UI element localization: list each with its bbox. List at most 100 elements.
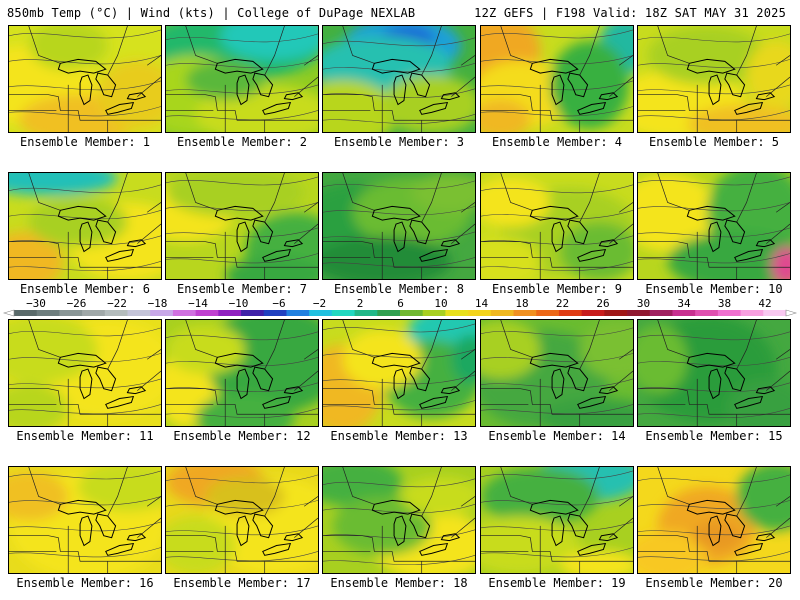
colorbar-swatch xyxy=(82,310,106,316)
contour-line xyxy=(638,331,790,341)
lake-outline xyxy=(734,101,764,115)
state-border xyxy=(185,26,318,76)
lake-outline xyxy=(577,248,607,262)
lake-outline xyxy=(577,101,607,115)
ensemble-member-label: Ensemble Member: 19 xyxy=(488,576,626,590)
lake-outline xyxy=(236,221,250,253)
state-border xyxy=(28,467,161,517)
ensemble-map-4 xyxy=(480,25,634,133)
lake-outline xyxy=(371,205,421,221)
ensemble-member-label: Ensemble Member: 4 xyxy=(491,135,623,149)
lake-outline xyxy=(283,386,304,395)
state-border xyxy=(166,241,318,268)
lake-outline xyxy=(252,513,274,539)
state-border xyxy=(9,535,161,562)
state-border xyxy=(166,535,318,562)
ensemble-map-2 xyxy=(165,25,319,133)
state-border xyxy=(166,76,318,132)
lake-outline xyxy=(529,205,579,221)
state-border xyxy=(323,517,475,573)
lake-outline xyxy=(79,74,93,106)
lake-outline xyxy=(409,72,431,98)
colorbar-tick-label: −18 xyxy=(148,297,168,310)
colorbar-swatch xyxy=(286,310,310,316)
ensemble-member-label: Ensemble Member: 8 xyxy=(333,282,465,296)
contour-line xyxy=(323,374,475,385)
lake-outline xyxy=(105,395,135,409)
state-border xyxy=(28,173,161,223)
state-border xyxy=(323,223,475,279)
contour-line xyxy=(481,470,633,480)
lake-outline xyxy=(551,368,565,400)
contour-line xyxy=(638,33,790,43)
lake-outline xyxy=(262,101,292,115)
contour-line xyxy=(166,227,318,238)
state-border xyxy=(500,320,633,370)
lake-outline xyxy=(214,58,264,74)
contour-line xyxy=(323,257,475,268)
colorbar-swatch xyxy=(331,310,355,316)
state-border xyxy=(638,94,790,121)
lake-outline xyxy=(393,368,407,400)
colorbar-swatch xyxy=(309,310,333,316)
state-border xyxy=(9,517,161,573)
contour-line xyxy=(166,551,318,562)
contour-line xyxy=(166,176,318,186)
state-border xyxy=(166,370,318,426)
ensemble-map-11 xyxy=(8,319,162,427)
contour-line xyxy=(9,55,161,65)
contour-line xyxy=(323,114,475,125)
colorbar-swatch xyxy=(172,310,197,316)
colorbar-swatch xyxy=(740,310,764,316)
contour-line xyxy=(9,496,161,506)
colorbar-swatch xyxy=(581,310,605,316)
colorbar-swatch xyxy=(263,310,287,316)
colorbar-tick-label: −30 xyxy=(26,297,46,310)
lake-outline xyxy=(567,72,589,98)
colorbar-swatch xyxy=(536,310,560,316)
lake-outline xyxy=(686,499,736,515)
contour-line xyxy=(481,106,633,117)
contour-line xyxy=(638,551,790,562)
colorbar-tick-label: −26 xyxy=(67,297,87,310)
state-border xyxy=(323,370,475,426)
state-border xyxy=(638,370,790,426)
colorbar-swatch xyxy=(218,310,242,316)
lake-outline xyxy=(577,542,607,556)
lake-outline xyxy=(262,542,292,556)
contour-line xyxy=(638,525,790,536)
ensemble-map-10 xyxy=(637,172,791,280)
state-border xyxy=(185,320,318,370)
lake-outline xyxy=(734,395,764,409)
ensemble-map-8 xyxy=(322,172,476,280)
contour-line xyxy=(638,84,790,95)
lake-outline xyxy=(708,515,722,547)
lake-outline xyxy=(755,92,776,101)
contour-line xyxy=(166,202,318,212)
lake-outline xyxy=(551,221,565,253)
ensemble-member-label: Ensemble Member: 17 xyxy=(173,576,311,590)
ensemble-map-14 xyxy=(480,319,634,427)
contour-line xyxy=(638,408,790,419)
state-border xyxy=(638,76,790,132)
lake-outline xyxy=(214,205,264,221)
contour-line xyxy=(638,176,790,186)
lake-outline xyxy=(409,366,431,392)
state-border xyxy=(481,94,633,121)
colorbar-swatch xyxy=(717,310,741,316)
lake-outline xyxy=(440,239,461,248)
state-border xyxy=(481,241,633,268)
contour-line xyxy=(481,547,633,558)
state-border xyxy=(185,173,318,223)
ensemble-member-label: Ensemble Member: 2 xyxy=(176,135,308,149)
ensemble-member-label: Ensemble Member: 9 xyxy=(491,282,623,296)
state-border xyxy=(9,223,161,279)
ensemble-member-label: Ensemble Member: 6 xyxy=(19,282,151,296)
lake-outline xyxy=(283,92,304,101)
lake-outline xyxy=(105,248,135,262)
lake-outline xyxy=(529,499,579,515)
lake-outline xyxy=(551,515,565,547)
contour-line xyxy=(481,521,633,532)
contour-line xyxy=(638,474,790,484)
colorbar-swatch xyxy=(490,310,514,316)
